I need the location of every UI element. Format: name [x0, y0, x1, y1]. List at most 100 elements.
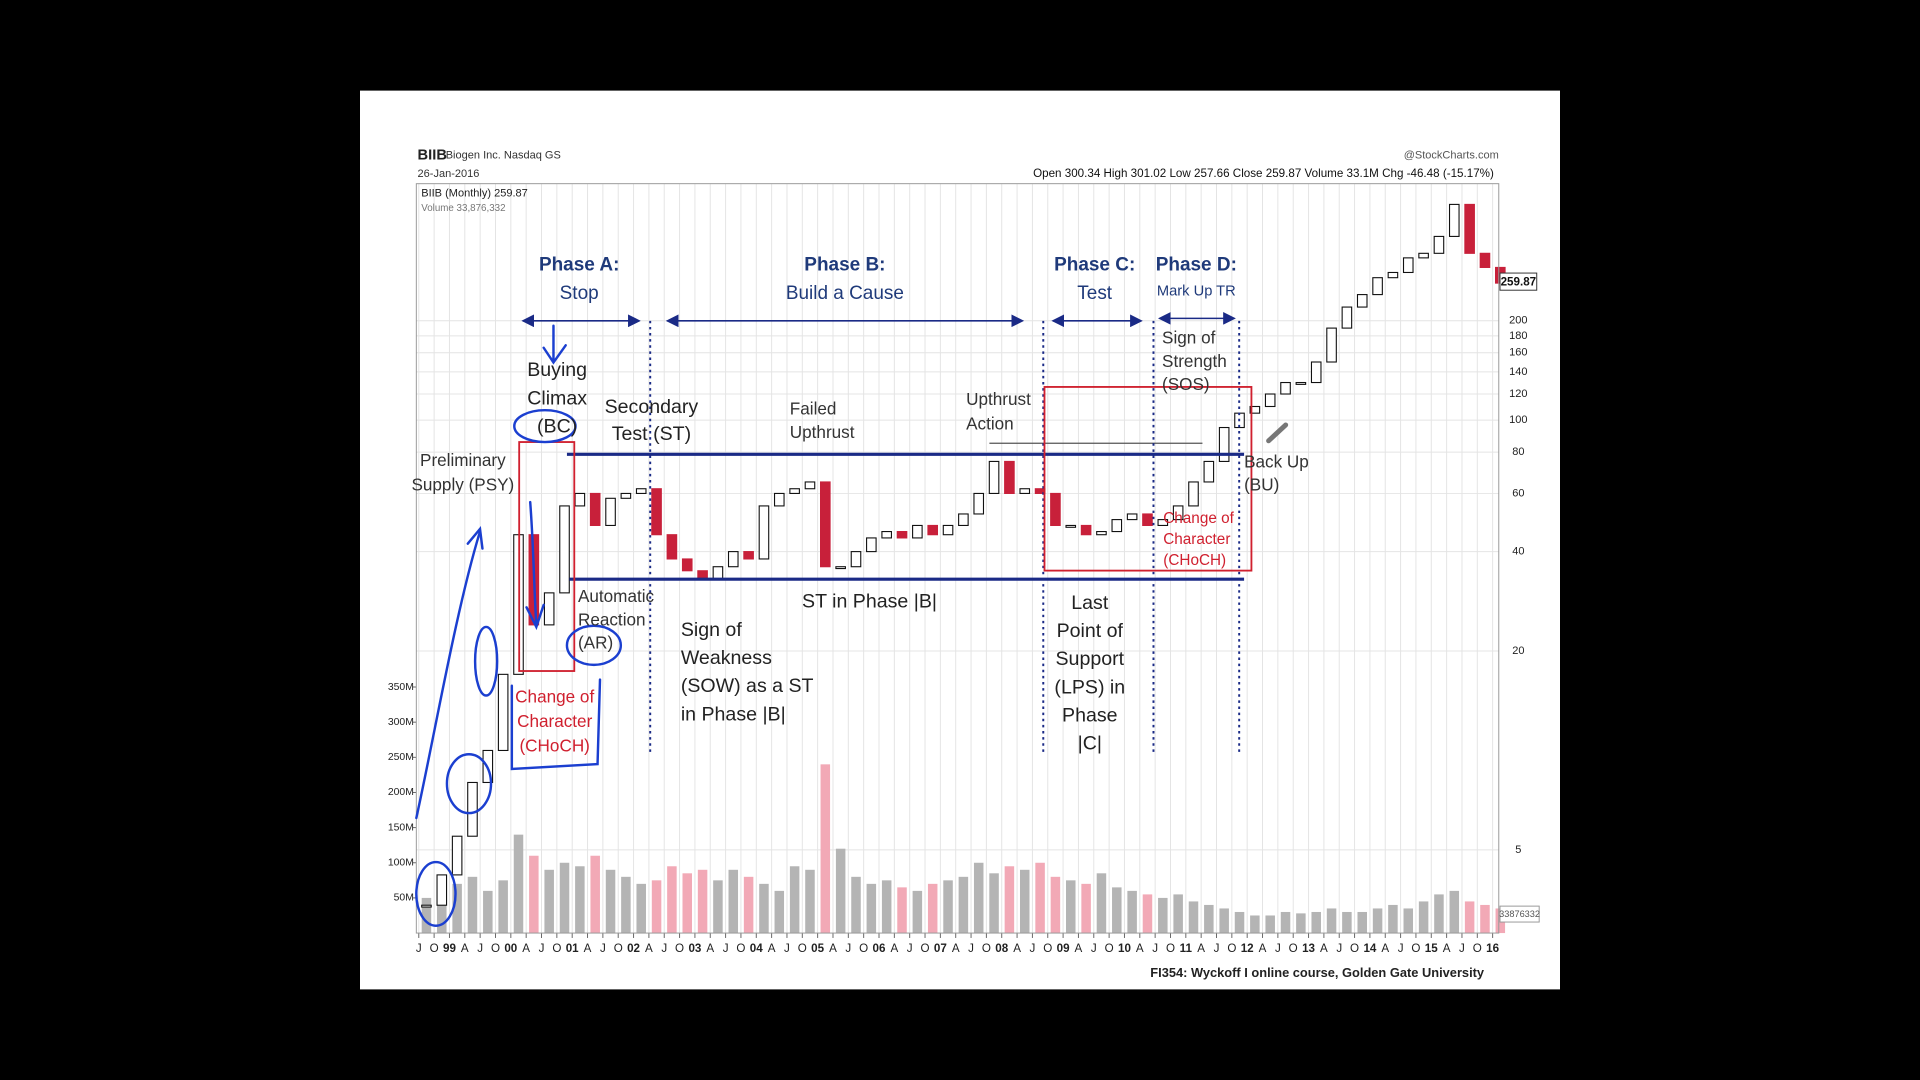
annotation-text: Last	[1071, 592, 1109, 614]
phase-arrows	[521, 312, 1236, 328]
annotation-text: (CHoCH)	[519, 735, 589, 755]
candle	[1218, 426, 1230, 462]
x-tick-label: J	[1214, 942, 1220, 955]
candle	[866, 537, 877, 553]
volume-bar	[1418, 901, 1429, 934]
x-tick-label: A	[890, 942, 898, 955]
y-tick-label: 5	[1515, 844, 1521, 856]
annotation-text: (BU)	[1244, 475, 1279, 495]
company: Biogen Inc. Nasdaq GS	[446, 149, 561, 161]
x-tick-label: 11	[1180, 942, 1193, 955]
x-tick-label: A	[1075, 942, 1083, 955]
candle	[421, 904, 432, 908]
hand-annotations	[415, 324, 623, 927]
volume-bar	[636, 883, 646, 934]
x-tick-label: 10	[1118, 942, 1131, 955]
volume-bar	[927, 883, 938, 934]
x-tick-label: 06	[873, 942, 886, 955]
slide-panel	[360, 90, 1560, 990]
x-tick-label: 03	[688, 942, 701, 955]
x-tick-label: J	[907, 942, 913, 955]
x-tick-label: 99	[443, 942, 456, 955]
x-tick-label: J	[1459, 942, 1465, 955]
candle	[1264, 393, 1276, 408]
volume-bar	[575, 866, 585, 934]
x-tick-label: J	[784, 942, 790, 955]
annotation-text: Support	[1056, 648, 1125, 670]
footer: FI354: Wyckoff I online course, Golden G…	[1150, 965, 1485, 980]
volume-bar	[1311, 911, 1321, 934]
volume-bar	[713, 880, 723, 934]
x-tick-label: 00	[504, 942, 517, 955]
candle	[1464, 203, 1475, 254]
volume-bar	[958, 876, 969, 934]
annotation-text: Back Up	[1244, 451, 1309, 471]
candle	[789, 488, 800, 494]
candle	[712, 566, 724, 580]
volume-bar	[1004, 866, 1015, 934]
x-tick-label: O	[1043, 942, 1052, 955]
annotation-text: Test (ST)	[612, 423, 691, 445]
hand-bracket	[510, 678, 602, 771]
candle	[543, 592, 555, 626]
volume-bar	[1234, 911, 1245, 934]
candle	[589, 492, 601, 527]
candle	[451, 835, 463, 876]
volume-bar	[1357, 911, 1367, 934]
annotation-text: Stop	[560, 283, 599, 304]
candle	[467, 781, 478, 837]
volume-bar	[498, 880, 508, 934]
volume-bar	[774, 890, 785, 934]
marks-layer	[421, 203, 1506, 934]
hand-circle	[445, 753, 493, 815]
x-tick-label: J	[661, 942, 667, 955]
x-tick-label: A	[1136, 942, 1144, 955]
x-tick-label: J	[1398, 942, 1404, 955]
annotation-text: Upthrust	[966, 389, 1031, 409]
hand-circle	[415, 860, 457, 927]
volume-bar	[1035, 862, 1045, 934]
annotation-text: Action	[966, 413, 1014, 433]
candle	[896, 531, 908, 539]
hand-circle	[513, 408, 577, 444]
candle	[1341, 306, 1353, 329]
x-tick-label: A	[829, 942, 837, 955]
volume-bar	[805, 869, 815, 934]
volume-bar	[1019, 869, 1030, 934]
candle	[1142, 513, 1153, 527]
x-tick-label: O	[1411, 942, 1420, 955]
x-tick-label: J	[1152, 942, 1158, 955]
volume-bar	[1250, 915, 1260, 934]
annotation-text: Test	[1077, 283, 1113, 304]
volume-bar	[1142, 894, 1153, 934]
hand-circle	[565, 624, 623, 667]
candle	[1080, 524, 1092, 536]
x-tick-label: A	[1381, 942, 1389, 955]
candle	[927, 524, 939, 536]
y-tick-label: 160	[1509, 347, 1527, 359]
last-volume-box	[1499, 905, 1540, 923]
volume-bar	[513, 834, 524, 934]
annotation-text: Phase D:	[1156, 255, 1237, 276]
candle	[773, 492, 785, 507]
x-tick-label: A	[1197, 942, 1205, 955]
volume-bar	[697, 869, 708, 934]
annotation-text: Sign of	[681, 619, 743, 641]
candle	[497, 673, 509, 752]
x-tick-label: O	[614, 942, 623, 955]
candle	[1433, 235, 1445, 254]
x-tick-label: J	[1091, 942, 1097, 955]
x-tick-label: 02	[627, 942, 640, 955]
y2-tick-label: 300M	[388, 717, 414, 728]
volume-bar	[789, 866, 800, 934]
y2-tick-label: 150M	[388, 822, 414, 833]
candle	[1295, 381, 1307, 385]
volume-bar	[881, 880, 892, 934]
candle	[1372, 277, 1383, 296]
x-tick-label: J	[1336, 942, 1342, 955]
y2-tick-label: 350M	[388, 682, 414, 693]
volume-bar	[544, 869, 554, 934]
volume-bar	[1112, 887, 1122, 934]
volume-bar	[851, 876, 861, 934]
x-tick-label: 16	[1486, 942, 1499, 955]
